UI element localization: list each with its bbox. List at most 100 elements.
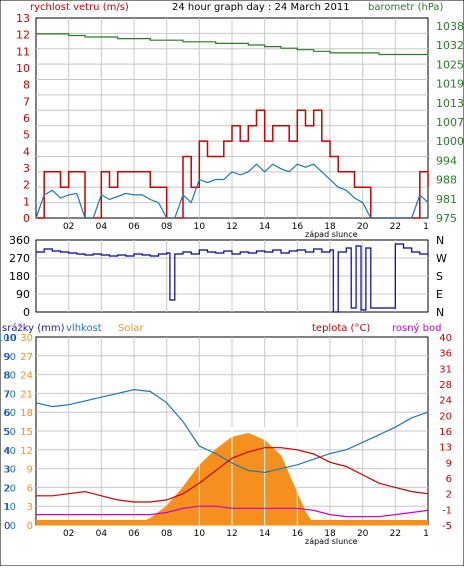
climate-right-tick-label: -1 [442,505,452,516]
direction-compass-label: W [436,252,447,265]
climate-x-tick-label: 10 [194,529,206,539]
wind-tick-label: 10 [16,62,30,75]
climate-left-tick-label: 50 [3,427,16,438]
barometer-axis-label: barometr (hPa) [368,2,444,13]
humidity-line [35,388,429,474]
climate-right-tick-label: 9 [446,458,452,469]
barometer-tick-label: 1000 [436,135,464,148]
climate-left-tick-label: 18 [20,408,33,419]
climate-left-tick-label: 24 [20,371,33,382]
wind-tick-label: 7 [23,95,30,108]
barometer-tick-label: 994 [436,154,457,167]
climate-left-tick-label: 100 [0,333,16,344]
legend-temperature: teplota (°C) [312,323,370,334]
direction-tick-label: 90 [16,288,30,301]
climate-right-tick-label: 28 [439,380,452,391]
barometer-tick-label: 1019 [436,78,464,91]
direction-tick-label: 360 [9,234,30,247]
climate-left-tick-label: 5 [4,427,10,438]
barometer-tick-label: 1038 [436,20,464,33]
legend-solar: Solar [118,323,144,334]
wind-average-line [35,163,429,219]
climate-left-tick-label: 0 [27,521,33,532]
sunset-annotation-bottom: západ slunce [305,537,358,546]
climate-x-tick-label: 04 [96,529,108,539]
climate-left-tick-label: 7 [4,389,10,400]
direction-compass-label: N [436,234,444,247]
temperature-line [36,447,429,503]
wind-tick-label: 12 [16,29,30,42]
climate-left-tick-label: 90 [3,352,16,363]
climate-left-tick-label: 2 [4,483,10,494]
climate-left-tick-label: 27 [20,352,33,363]
climate-left-tick-label: 30 [3,465,16,476]
climate-right-tick-label: 24 [439,396,452,407]
barometer-line [36,33,429,57]
climate-left-tick-label: 0 [4,521,10,532]
wind-tick-label: 2 [23,179,30,192]
climate-left-tick-label: 60 [3,408,16,419]
climate-right-tick-label: 13 [439,443,452,454]
climate-left-tick-label: 70 [3,389,16,400]
barometer-tick-label: 981 [436,193,457,206]
climate-left-tick-label: 6 [27,483,33,494]
climate-left-tick-label: 12 [20,446,33,457]
wind-x-tick-label: 16 [292,222,304,232]
legend-rain: srážky (mm) [2,322,65,334]
climate-right-tick-label: 2 [446,490,452,501]
climate-right-tick-label: 36 [439,349,452,360]
climate-right-tick-label: -5 [442,521,452,532]
direction-tick-label: 270 [9,252,30,265]
wind-tick-label: 1 [23,195,30,208]
barometer-tick-label: 1013 [436,97,464,110]
barometer-tick-label: 1025 [436,58,464,71]
direction-tick-label: 0 [23,306,30,319]
climate-left-tick-label: 3 [27,502,33,513]
barometer-tick-label: 1032 [436,39,464,52]
climate-left-tick-label: 6 [4,408,10,419]
direction-tick-label: 180 [9,270,30,283]
dewpoint-line [36,505,429,518]
climate-left-tick-label: 10 [3,502,16,513]
wind-tick-label: 6 [23,112,30,125]
direction-compass-label: N [436,306,444,319]
chart-title: 24 hour graph day : 24 March 2011 [172,2,350,13]
climate-x-tick-label: 18 [324,529,336,539]
climate-left-tick-label: 80 [3,371,16,382]
wind-x-tick-label: 22 [390,222,401,232]
climate-left-tick-label: 8 [4,371,10,382]
wind-x-tick-label: 04 [96,222,108,232]
climate-right-tick-label: 16 [439,427,452,438]
climate-x-end-label: 1 [423,529,429,539]
wind-tick-label: 13 [16,12,30,25]
climate-x-tick-label: 16 [292,529,304,539]
wind-x-tick-label: 02 [63,222,74,232]
wind-tick-label: 4 [23,145,30,158]
wind-x-tick-label: 12 [226,222,237,232]
climate-left-tick-label: 9 [4,352,10,363]
barometer-tick-label: 1007 [436,116,464,129]
legend-dewpoint: rosný bod [392,322,441,334]
climate-left-tick-label: 10 [4,333,17,344]
wind-tick-label: 0 [23,212,30,225]
wind-x-tick-label: 10 [194,222,206,232]
climate-x-tick-label: 20 [357,529,369,539]
wind-x-end-label: 1 [423,222,429,232]
climate-right-tick-label: 31 [439,364,452,375]
climate-x-tick-label: 22 [390,529,401,539]
legend-humidity: vlhkost [66,323,102,334]
climate-left-tick-label: 0 [10,521,16,532]
climate-left-tick-label: 21 [20,389,33,400]
wind-tick-label: 3 [23,162,30,175]
climate-x-tick-label: 06 [128,529,140,539]
climate-left-tick-label: 3 [4,465,10,476]
sunset-annotation-top: západ slunce [305,230,358,239]
climate-x-tick-label: 08 [161,529,173,539]
climate-x-tick-label: 12 [226,529,237,539]
climate-left-tick-label: 1 [4,502,10,513]
direction-compass-label: S [436,270,443,283]
wind-axis-label: rychlost vetru (m/s) [30,2,129,13]
climate-x-tick-label: 02 [63,529,74,539]
climate-left-tick-label: 9 [27,465,33,476]
